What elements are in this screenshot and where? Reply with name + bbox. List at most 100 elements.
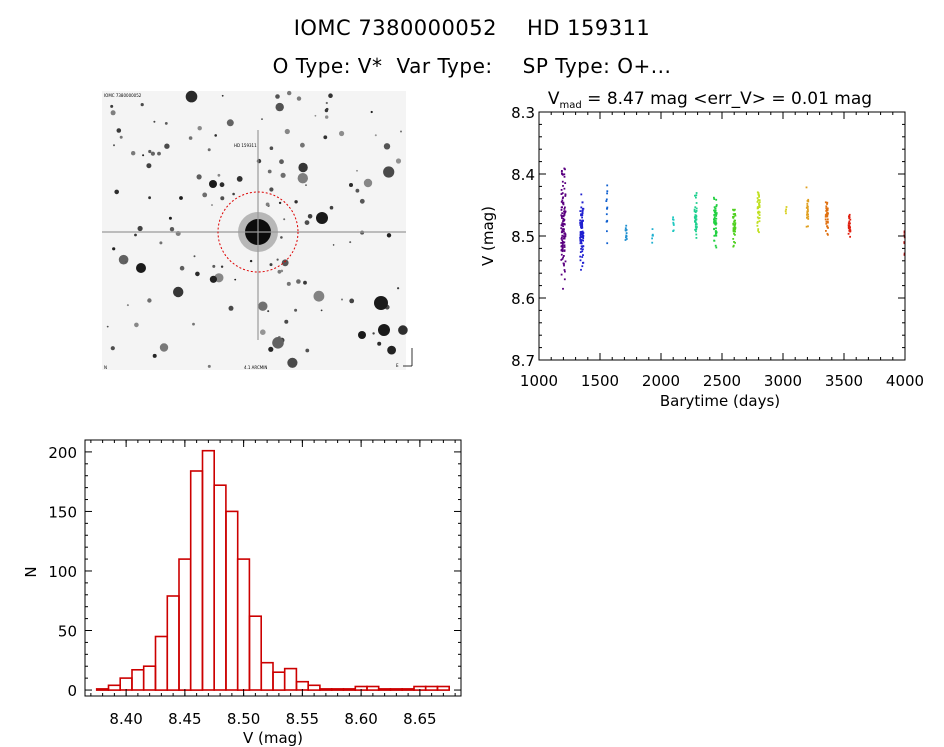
light-curve-point <box>695 227 698 229</box>
light-curve-point <box>849 235 851 238</box>
light-curve-title-sub: mad <box>560 100 582 111</box>
light-curve-point <box>757 228 760 230</box>
light-curve-point <box>732 238 735 240</box>
field-star <box>287 357 298 368</box>
light-curve-point <box>848 213 851 216</box>
light-curve-plot-frame <box>538 111 906 361</box>
light-curve-point <box>561 248 563 251</box>
light-curve-point <box>561 258 564 260</box>
field-star <box>142 154 145 157</box>
light-curve-point <box>582 248 584 251</box>
histogram-bar <box>178 558 192 691</box>
field-star <box>267 169 272 174</box>
field-star <box>134 322 139 328</box>
histogram-bar <box>260 661 274 691</box>
light-curve-point <box>715 230 717 233</box>
field-star <box>110 110 116 116</box>
light-curve-point <box>582 235 585 237</box>
light-curve-point <box>582 245 585 248</box>
field-star <box>284 319 289 324</box>
histogram-bar <box>107 684 121 691</box>
light-curve-point <box>849 229 851 232</box>
light-curve-point <box>758 202 760 205</box>
light-curve-point <box>579 234 582 237</box>
field-star <box>296 279 301 284</box>
light-curve-point <box>695 207 698 210</box>
light-curve-point <box>733 209 735 212</box>
light-curve-point <box>734 228 737 230</box>
histogram-x-tick-label: 8.50 <box>227 710 260 728</box>
light-curve-point <box>756 201 759 203</box>
field-star <box>372 332 375 335</box>
light-curve-point <box>606 220 608 223</box>
light-curve-point <box>824 218 827 221</box>
field-star <box>332 244 335 246</box>
light-curve-point <box>849 226 851 229</box>
light-curve-point <box>562 203 565 206</box>
light-curve-point <box>560 242 563 244</box>
field-star <box>197 126 202 131</box>
light-curve-point <box>734 241 736 244</box>
light-curve-point <box>672 218 674 221</box>
light-curve-point <box>560 273 563 276</box>
light-curve-point <box>562 225 564 228</box>
light-curve-point <box>713 216 716 218</box>
light-curve-point <box>848 215 850 218</box>
field-star <box>283 218 286 221</box>
light-curve-point <box>672 229 675 232</box>
light-curve-point <box>563 210 566 212</box>
light-curve-point <box>807 213 809 216</box>
field-star <box>209 275 217 283</box>
field-star <box>137 225 143 232</box>
light-curve-point <box>758 203 761 206</box>
variable-type: Var Type: <box>396 54 493 78</box>
field-star <box>261 118 263 120</box>
light-curve-point <box>563 241 566 244</box>
field-star <box>356 169 358 172</box>
light-curve-point <box>579 210 582 212</box>
light-curve-point <box>651 234 654 237</box>
light-curve-point <box>625 235 628 238</box>
light-curve-point <box>562 220 564 223</box>
light-curve-point <box>560 201 563 203</box>
light-curve-point <box>826 211 828 214</box>
light-curve-title-main: V <box>548 89 560 109</box>
field-star <box>249 259 253 263</box>
histogram-y-tick-label: 100 <box>48 563 77 581</box>
light-curve-point <box>561 245 564 248</box>
light-curve-point <box>581 223 583 226</box>
light-curve-point <box>733 219 736 222</box>
field-star <box>179 196 183 200</box>
histogram-bar <box>131 668 145 691</box>
light-curve-y-tick-label: 8.3 <box>511 104 535 122</box>
field-star <box>294 200 298 204</box>
light-curve-point <box>715 246 718 249</box>
histogram-bar <box>225 510 239 691</box>
light-curve-point <box>561 206 563 209</box>
histogram-bar <box>389 688 403 691</box>
light-curve-point <box>849 228 851 230</box>
field-star <box>339 130 345 137</box>
light-curve-point <box>825 220 828 223</box>
light-curve-point <box>562 228 564 230</box>
light-curve-point <box>714 223 717 225</box>
field-star <box>294 308 298 312</box>
light-curve-point <box>561 236 563 239</box>
field-star <box>226 119 234 127</box>
field-star <box>278 201 282 205</box>
light-curve-point <box>826 232 829 235</box>
light-curve-point <box>693 216 696 219</box>
light-curve-point <box>826 201 829 204</box>
histogram-bar <box>166 595 180 691</box>
light-curve-point <box>561 172 563 175</box>
light-curve-title: Vmad = 8.47 mag <err_V> = 0.01 mag <box>548 89 872 111</box>
light-curve-point <box>564 232 566 235</box>
field-star <box>202 192 208 198</box>
field-star <box>386 233 392 238</box>
light-curve-point <box>581 222 583 225</box>
light-curve-point <box>581 216 583 219</box>
light-curve-point <box>807 225 809 228</box>
histogram-bar <box>236 558 251 691</box>
light-curve-point <box>694 194 696 197</box>
light-curve-point <box>606 207 608 210</box>
